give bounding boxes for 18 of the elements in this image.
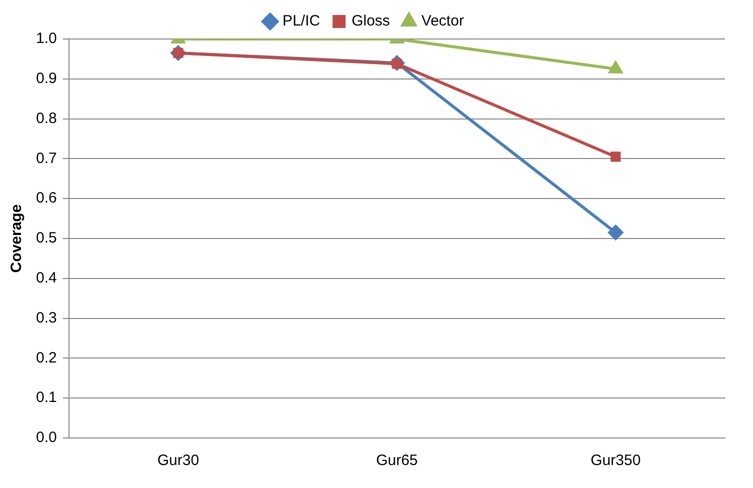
- y-tick-label: 0.6: [36, 190, 57, 207]
- y-tick-label: 0.5: [36, 230, 57, 247]
- y-tick-label: 0.9: [36, 70, 57, 88]
- x-tick-label: Gur350: [590, 452, 641, 470]
- y-tick-label: 0.1: [36, 389, 57, 406]
- x-tick-label: Gur30: [157, 452, 200, 470]
- legend-label: Vector: [421, 12, 464, 30]
- y-tick-label: 0.4: [36, 270, 57, 287]
- y-axis-title: Coverage: [8, 204, 26, 273]
- y-tick-label: 0.7: [36, 150, 57, 167]
- legend-label: PL/IC: [282, 12, 320, 30]
- y-tick-label: 0.3: [36, 309, 57, 326]
- y-tick-label: 0.2: [36, 349, 57, 366]
- y-tick-label: 0.0: [36, 429, 57, 446]
- y-tick-label: 1.0: [36, 30, 57, 48]
- legend-label: Gloss: [352, 12, 390, 30]
- y-tick-label: 0.8: [36, 110, 57, 127]
- x-tick-label: Gur65: [376, 452, 418, 470]
